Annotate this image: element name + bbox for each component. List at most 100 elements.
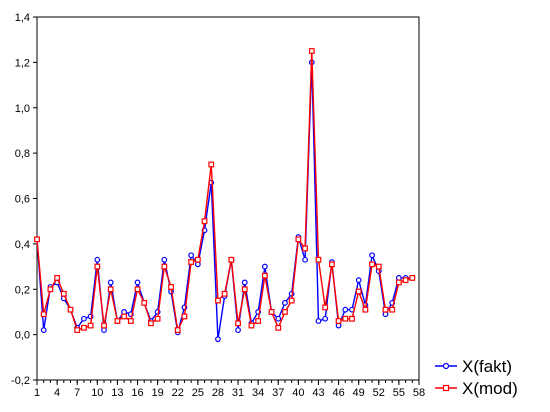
data-point: [188, 259, 195, 265]
data-point: [221, 290, 228, 297]
x-tick-label: 31: [232, 387, 244, 399]
y-tick-label: 0,2: [15, 284, 30, 296]
data-point: [308, 48, 315, 54]
x-axis: 1 4 7 10 13 16 19 22 25 28 31 34 37 40 43 46 49 52 55 58: [34, 380, 425, 399]
series-2: [34, 48, 416, 333]
data-point: [268, 309, 275, 315]
data-point: [261, 263, 268, 270]
data-point: [215, 297, 221, 304]
legend: X(fakt) X(mod): [435, 357, 518, 398]
data-point: [349, 315, 355, 322]
x-tick-label: 16: [131, 387, 143, 399]
data-point: [335, 322, 342, 329]
legend-item: X(fakt): [435, 357, 512, 376]
data-point: [402, 277, 409, 284]
data-point: [101, 322, 107, 329]
x-tick-label: 58: [413, 387, 425, 399]
data-point: [288, 297, 295, 304]
y-tick-label: 0,4: [15, 239, 30, 251]
data-point: [355, 277, 362, 284]
legend-marker: [442, 384, 450, 392]
data-point: [241, 279, 248, 286]
data-point: [60, 290, 67, 297]
data-point: [81, 324, 87, 331]
data-point: [282, 309, 288, 315]
data-point: [54, 275, 61, 281]
data-point: [369, 261, 375, 268]
data-point: [322, 304, 329, 311]
series-layer: [34, 48, 416, 343]
data-point: [107, 286, 114, 293]
data-point: [40, 311, 47, 318]
x-tick-label: 37: [272, 387, 284, 399]
x-tick-label: 46: [332, 387, 344, 399]
plot-area: [36, 16, 420, 381]
data-point: [107, 279, 114, 286]
data-point: [241, 286, 248, 293]
data-point: [188, 252, 195, 259]
x-tick-label: 49: [353, 387, 365, 399]
y-tick-label: 0,8: [15, 148, 30, 160]
data-point: [302, 245, 308, 252]
data-point: [235, 327, 241, 333]
x-tick-label: 4: [54, 387, 60, 399]
data-point: [181, 313, 188, 320]
data-point: [161, 256, 168, 263]
x-tick-label: 1: [34, 387, 40, 399]
data-point: [375, 263, 382, 270]
x-tick-label: 43: [312, 387, 324, 399]
x-tick-label: 7: [74, 387, 80, 399]
data-point: [174, 327, 181, 333]
data-point: [342, 315, 349, 322]
x-tick-label: 25: [192, 387, 204, 399]
data-point: [382, 306, 389, 313]
data-point: [101, 327, 107, 333]
data-point: [94, 263, 101, 270]
x-tick-label: 55: [393, 387, 405, 399]
x-tick-label: 10: [91, 387, 103, 399]
data-point: [395, 275, 402, 281]
data-point: [34, 236, 40, 243]
data-point: [282, 299, 288, 306]
data-point: [208, 161, 215, 168]
data-point: [275, 315, 282, 322]
x-tick-label: 13: [111, 387, 123, 399]
data-point: [81, 315, 87, 322]
data-point: [194, 261, 201, 268]
data-point: [127, 318, 134, 324]
data-point: [355, 288, 362, 295]
data-point: [215, 336, 221, 343]
data-point: [275, 324, 282, 331]
data-point: [40, 327, 47, 333]
data-point: [148, 320, 154, 327]
data-point: [302, 256, 308, 263]
data-point: [261, 272, 268, 279]
data-point: [47, 286, 54, 293]
y-tick-label: 0,0: [15, 330, 30, 342]
data-point: [335, 318, 342, 324]
y-tick-label: 1,4: [15, 12, 30, 24]
data-point: [322, 315, 329, 322]
data-point: [154, 315, 161, 322]
data-point: [369, 252, 375, 259]
data-point: [248, 322, 255, 329]
data-point: [382, 311, 389, 318]
legend-label: X(mod): [462, 379, 518, 398]
legend-label: X(fakt): [462, 357, 512, 376]
legend-marker: [442, 362, 450, 370]
data-point: [114, 318, 121, 324]
data-point: [141, 299, 148, 306]
y-tick-label: -0,2: [11, 375, 30, 387]
y-tick-label: 1,0: [15, 103, 30, 115]
data-point: [134, 286, 141, 293]
x-tick-label: 28: [212, 387, 224, 399]
data-point: [255, 318, 262, 324]
data-point: [94, 256, 101, 263]
data-point: [395, 279, 402, 286]
data-point: [328, 261, 335, 268]
data-point: [228, 256, 235, 263]
data-point: [315, 318, 322, 324]
y-axis: -0,2 0,0 0,2 0,4 0,6 0,8 1,0 1,2 1,4: [11, 12, 37, 387]
data-point: [134, 279, 141, 286]
